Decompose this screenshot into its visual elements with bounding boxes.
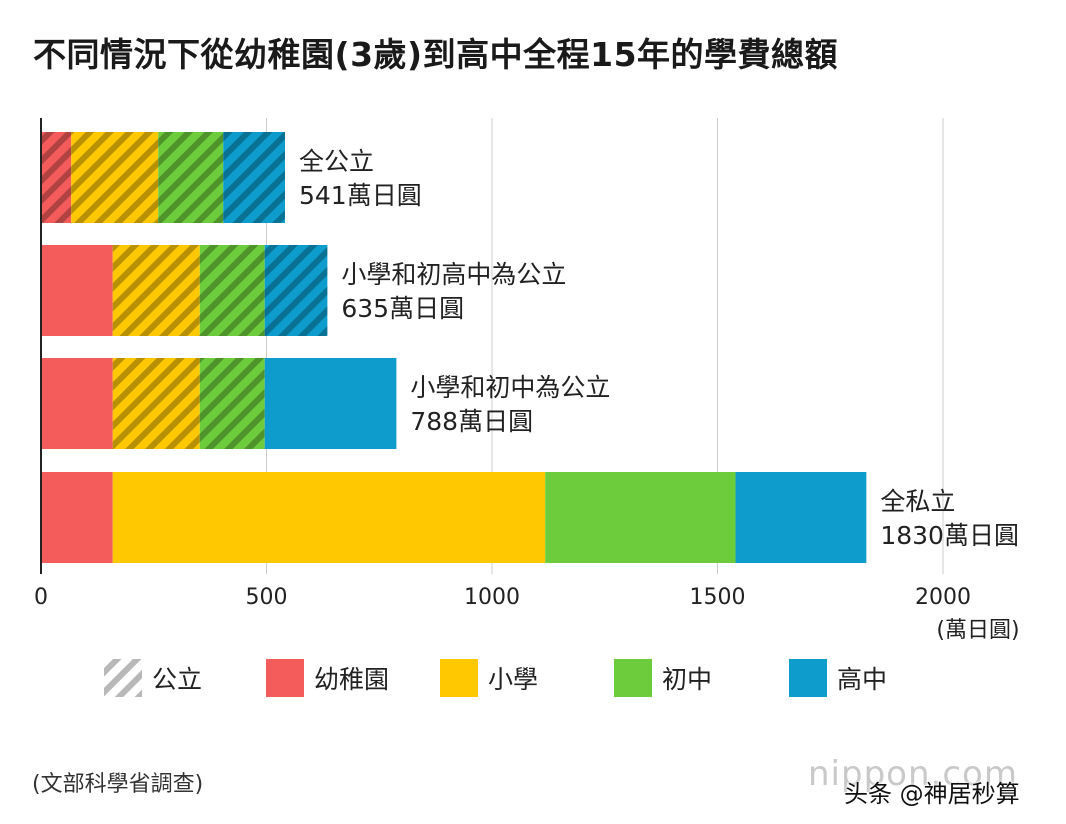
legend-label: 高中 <box>837 665 887 694</box>
x-axis: 0 500 1000 1500 2000 (萬日圓) <box>34 118 1020 643</box>
watermark-credit: 头条 @神居秒算 <box>844 780 1020 808</box>
bar-segment-public-hatch <box>223 132 285 223</box>
x-tick-label: 1500 <box>690 585 746 610</box>
x-tick-label: 2000 <box>915 585 971 610</box>
bar-segment-public-hatch <box>41 132 72 223</box>
bar-category-label: 小學和初中為公立 <box>410 373 610 402</box>
bar-segment-public-hatch <box>158 132 224 223</box>
bar-segment-public-hatch <box>112 245 200 336</box>
legend-swatch <box>266 659 304 697</box>
bar-category-label: 全私立 <box>880 487 955 516</box>
legend-label: 幼稚園 <box>314 665 389 694</box>
legend-swatch <box>440 659 478 697</box>
bar-total-label: 788萬日圓 <box>410 407 533 436</box>
x-tick-label: 500 <box>246 585 288 610</box>
bar-segment-public-hatch <box>112 358 200 449</box>
bar-segment <box>41 358 113 449</box>
source-note: (文部科學省調查) <box>32 772 204 797</box>
x-axis-unit-label: (萬日圓) <box>936 618 1019 643</box>
bar-category-label: 全公立 <box>299 147 374 176</box>
bar-segment-public-hatch <box>199 358 265 449</box>
bar-category-label: 小學和初高中為公立 <box>341 260 566 289</box>
x-tick-label: 0 <box>34 585 48 610</box>
legend-swatch-hatch <box>104 659 142 697</box>
bar-segment-public-hatch <box>71 132 159 223</box>
legend-swatch <box>614 659 652 697</box>
bar-total-label: 635萬日圓 <box>341 294 464 323</box>
legend-label: 小學 <box>488 665 538 694</box>
bar-total-label: 1830萬日圓 <box>880 521 1019 550</box>
bar-segment <box>545 472 736 563</box>
bar-segment <box>41 472 113 563</box>
watermark-site: nippon.com <box>808 754 1018 794</box>
chart-title: 不同情況下從幼稚園(3歲)到高中全程15年的學費總額 <box>33 35 839 74</box>
legend-label: 初中 <box>662 665 712 694</box>
legend: 公立 幼稚園 小學 初中 高中 <box>104 659 887 697</box>
bar-segment <box>112 472 546 563</box>
bar-segment <box>735 472 867 563</box>
stacked-bar-chart: 0 500 1000 1500 2000 (萬日圓) 全公立 541萬日圓小學和初高中為公立… <box>34 118 1020 697</box>
bar-segment-public-hatch <box>264 245 328 336</box>
bars <box>41 132 867 563</box>
bar-segment-public-hatch <box>199 245 265 336</box>
bar-segment <box>41 245 113 336</box>
x-tick-label: 1000 <box>464 585 520 610</box>
bar-total-label: 541萬日圓 <box>299 181 422 210</box>
legend-swatch <box>789 659 827 697</box>
legend-label: 公立 <box>152 665 202 694</box>
bar-segment <box>264 358 397 449</box>
